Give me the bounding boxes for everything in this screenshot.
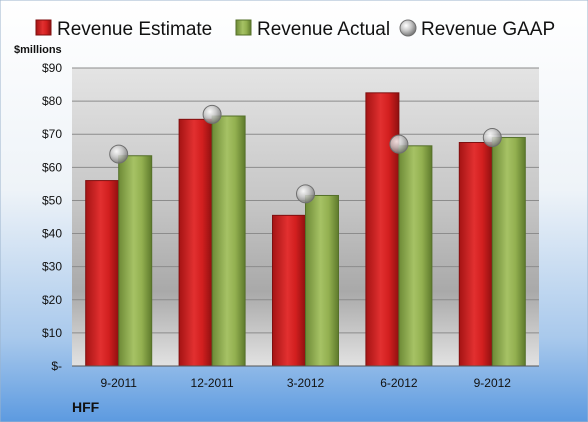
bar-revenue-actual: [305, 194, 339, 367]
x-tick-label: 9-2011: [100, 376, 137, 390]
y-tick-label: $70: [42, 127, 62, 141]
bar-revenue-estimate: [178, 118, 213, 367]
company-label: HFF: [72, 399, 100, 415]
legend-label-revenue-estimate: Revenue Estimate: [57, 19, 212, 40]
bar-revenue-estimate: [365, 92, 400, 367]
marker-revenue-gaap: [482, 128, 502, 148]
y-tick-label: $90: [42, 61, 62, 75]
bar-revenue-estimate: [458, 142, 493, 367]
y-tick-label: $50: [42, 193, 62, 207]
marker-revenue-gaap: [109, 144, 129, 164]
y-tick-label: $60: [42, 160, 62, 174]
bar-revenue-actual: [491, 137, 526, 367]
bar-revenue-estimate: [85, 180, 120, 367]
y-tick-label: $40: [42, 227, 62, 241]
x-tick-label: 3-2012: [287, 376, 325, 390]
y-tick-label: $20: [42, 293, 62, 307]
y-tick-label: $-: [51, 359, 62, 373]
marker-revenue-gaap: [296, 184, 315, 204]
marker-revenue-gaap: [389, 134, 409, 154]
y-tick-label: $10: [42, 326, 62, 340]
legend: Revenue Estimate Revenue Actual Revenue GA…: [35, 19, 555, 40]
y-axis-ticks: $- $10 $20 $30 $40 $50 $60 $70 $80 $90: [42, 61, 62, 373]
marker-revenue-gaap: [202, 104, 222, 124]
x-tick-label: 9-2012: [474, 376, 512, 390]
gaap-markers: [109, 104, 502, 204]
bar-revenue-estimate: [272, 214, 306, 367]
legend-swatch-revenue-gaap: [399, 19, 417, 37]
bar-revenue-actual: [118, 155, 153, 367]
y-tick-label: $30: [42, 260, 62, 274]
y-tick-label: $80: [42, 94, 62, 108]
legend-label-revenue-actual: Revenue Actual: [257, 19, 390, 40]
x-axis-ticks: 9-2011 12-2011 3-2012 6-2012 9-2012: [100, 376, 511, 390]
x-tick-label: 6-2012: [380, 376, 418, 390]
legend-swatch-revenue-estimate: [35, 19, 52, 36]
legend-swatch-revenue-actual: [235, 19, 252, 36]
legend-label-revenue-gaap: Revenue GAAP: [421, 19, 555, 40]
x-tick-label: 12-2011: [191, 376, 234, 390]
y-unit-label: $millions: [14, 44, 62, 56]
bar-revenue-actual: [211, 115, 246, 367]
bar-revenue-actual: [398, 145, 433, 367]
